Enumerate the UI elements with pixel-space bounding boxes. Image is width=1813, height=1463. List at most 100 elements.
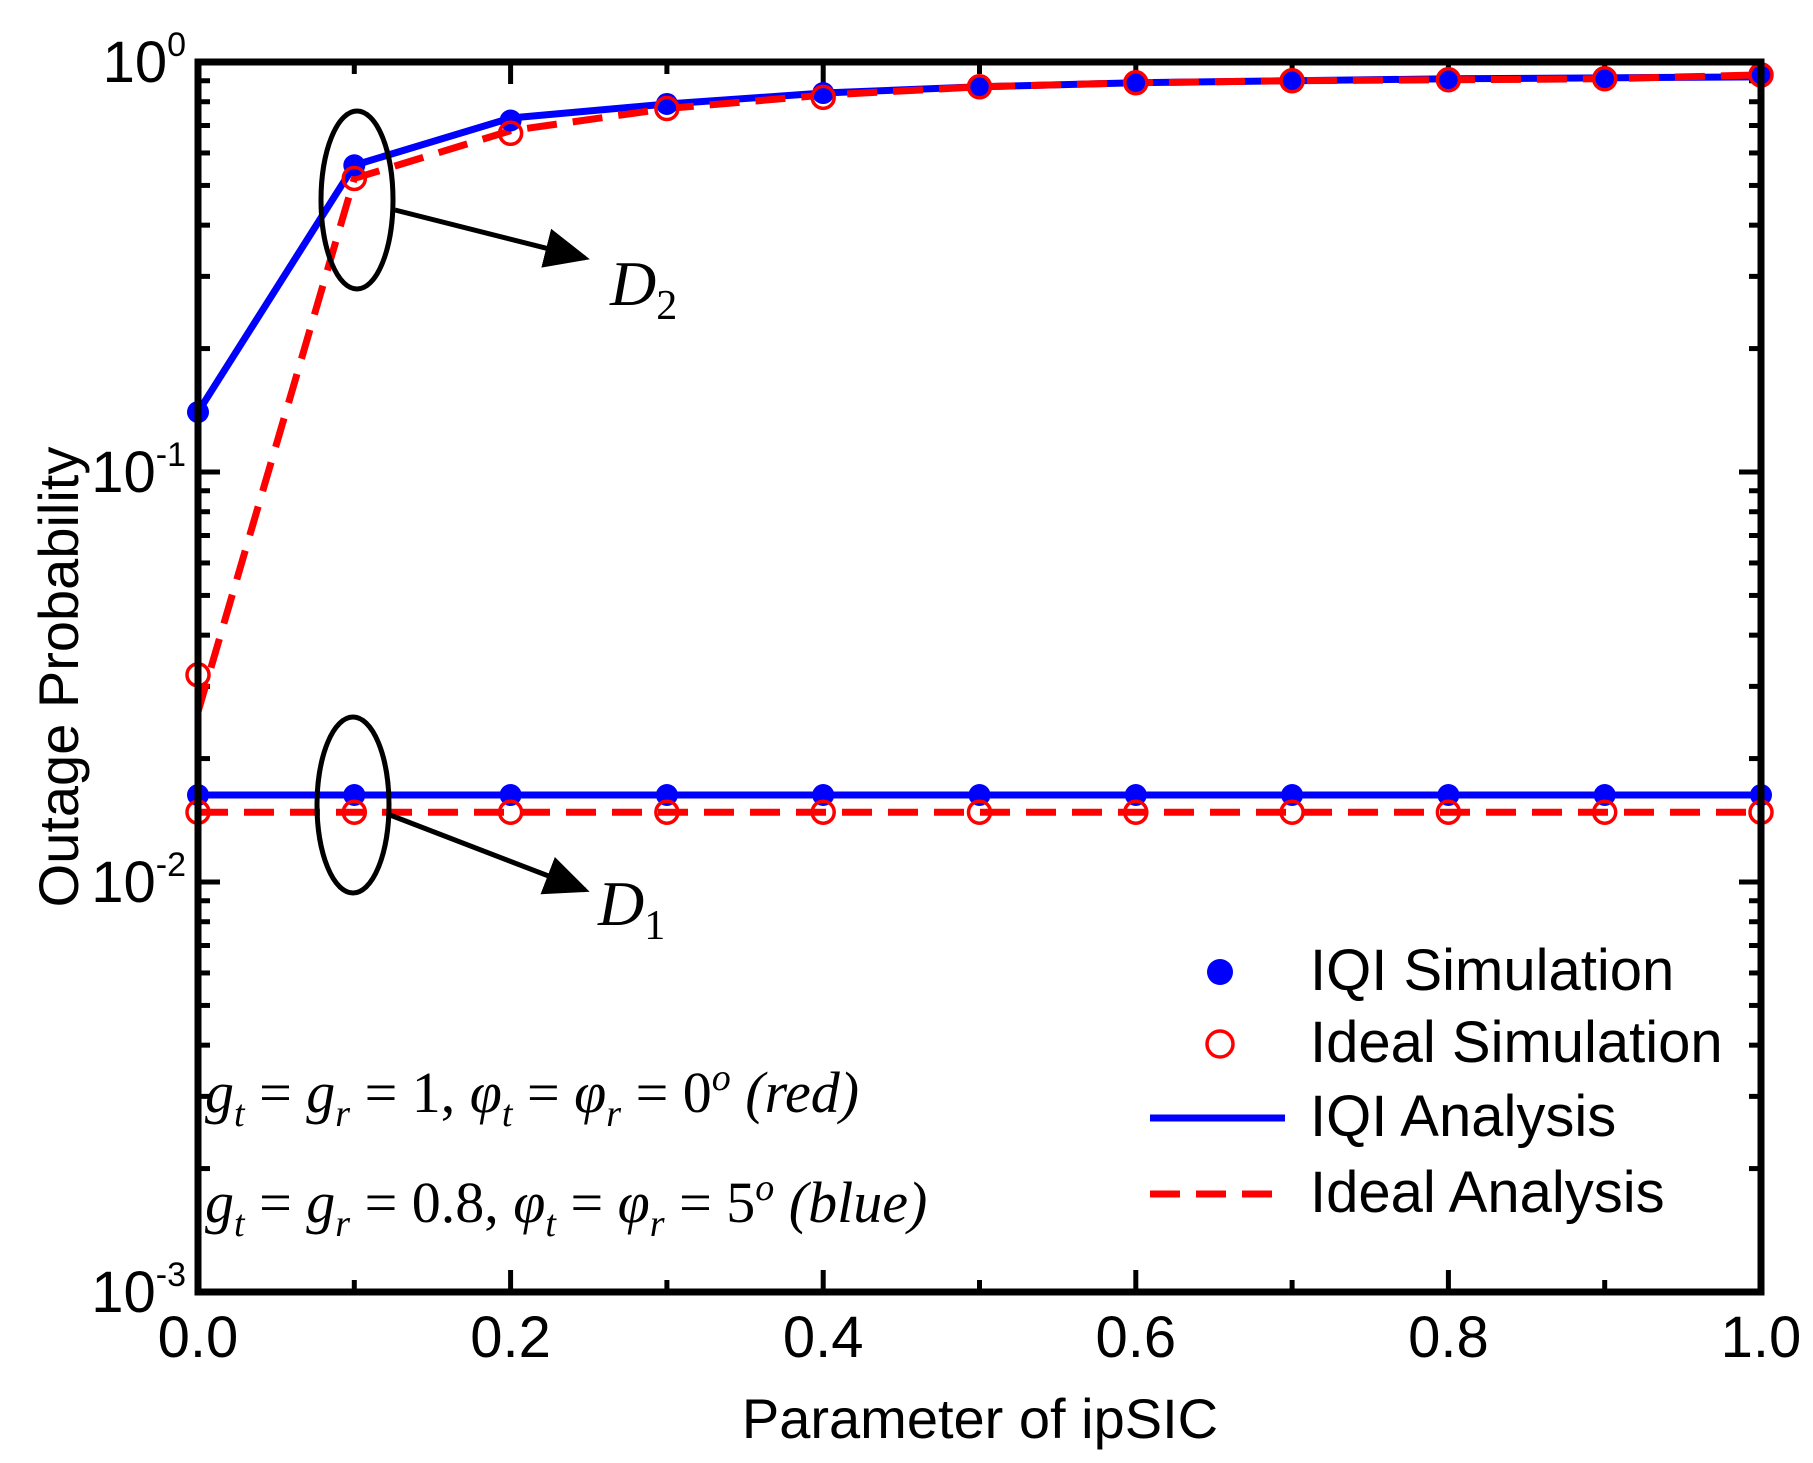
blue-ps1: t <box>545 1203 557 1245</box>
x-tick-label: 0.0 <box>158 1305 239 1370</box>
y-tick-exponent: 0 <box>167 26 186 64</box>
point-iqi-simulation <box>343 784 366 807</box>
x-tick-label: 0.8 <box>1408 1305 1489 1370</box>
legend-marker-iqi-simulation <box>1207 959 1233 985</box>
annotation-label-d2: D2 <box>609 248 677 329</box>
point-ideal-simulation <box>966 799 993 825</box>
annotation-ellipse-d2 <box>318 108 396 292</box>
x-tick-label: 0.4 <box>783 1305 864 1370</box>
point-ideal-simulation <box>810 84 836 111</box>
point-ideal-simulation <box>341 799 368 825</box>
red-ps1: t <box>502 1093 514 1135</box>
red-ps2: r <box>606 1093 621 1135</box>
annotation-label-d1: D1 <box>597 868 665 949</box>
blue-tag: (blue) <box>789 1170 928 1235</box>
y-axis-title: Outage Probability <box>27 447 90 908</box>
red-sup: o <box>712 1057 731 1099</box>
point-iqi-simulation <box>812 784 835 807</box>
point-iqi-simulation <box>968 784 991 807</box>
y-tick-exponent: -1 <box>156 436 186 474</box>
red-tag: (red) <box>745 1060 859 1125</box>
legend-label: Ideal Analysis <box>1310 1160 1665 1225</box>
blue-g2: g <box>306 1170 335 1235</box>
point-iqi-simulation <box>1593 784 1616 807</box>
annotation-arrow-d2 <box>394 207 590 268</box>
annotation-d1-sub: 1 <box>644 903 665 949</box>
series-line-ideal-analysis <box>194 71 1762 713</box>
blue-p1: φ <box>513 1170 545 1235</box>
red-val1: 1 <box>412 1060 441 1125</box>
y-tick-base: 10 <box>91 1260 156 1325</box>
y-tick-exponent: -3 <box>156 1256 186 1294</box>
plot-frame <box>194 58 1765 1296</box>
param-note-red: gt = gr = 1, φt = φr = 0o (red) <box>205 1057 859 1135</box>
red-g2: g <box>306 1060 335 1125</box>
point-iqi-simulation <box>655 784 678 807</box>
y-tick-exponent: -2 <box>156 846 186 884</box>
point-ideal-simulation <box>654 95 680 122</box>
blue-s1: t <box>234 1203 246 1245</box>
blue-val1: 0.8 <box>412 1170 485 1235</box>
red-s1: t <box>234 1093 246 1135</box>
point-iqi-simulation <box>1124 71 1147 94</box>
legend-label: IQI Simulation <box>1310 938 1674 1003</box>
point-ideal-simulation <box>1435 799 1462 825</box>
point-iqi-simulation <box>968 75 991 98</box>
legend-label: Ideal Simulation <box>1310 1010 1723 1075</box>
y-tick-label: 100 <box>103 26 186 95</box>
blue-deg: 5 <box>726 1170 755 1235</box>
red-s2: r <box>335 1093 350 1135</box>
point-ideal-simulation <box>1591 799 1618 825</box>
point-ideal-simulation <box>1279 68 1305 94</box>
red-g1: g <box>205 1060 234 1125</box>
y-tick-base: 10 <box>91 850 156 915</box>
point-ideal-simulation <box>341 165 368 192</box>
blue-p2: φ <box>618 1170 650 1235</box>
blue-ps2: r <box>650 1203 665 1245</box>
point-iqi-simulation <box>1124 784 1147 807</box>
point-ideal-simulation <box>1591 66 1618 92</box>
point-ideal-simulation <box>654 799 680 825</box>
blue-g1: g <box>205 1170 234 1235</box>
param-note-blue: gt = gr = 0.8, φt = φr = 5o (blue) <box>205 1167 927 1245</box>
x-tick-label: 0.2 <box>470 1305 551 1370</box>
legend: IQI Simulation Ideal Simulation IQI Analys… <box>1150 938 1723 1225</box>
red-p2: φ <box>574 1060 606 1125</box>
annotation-d2-base: D <box>609 248 656 319</box>
point-ideal-simulation <box>1123 70 1149 96</box>
x-tick-label: 1.0 <box>1721 1305 1802 1370</box>
point-ideal-simulation <box>1435 67 1462 93</box>
point-iqi-simulation <box>1281 784 1304 807</box>
point-iqi-simulation <box>1437 784 1460 807</box>
blue-s2: r <box>335 1203 350 1245</box>
blue-sup: o <box>755 1167 774 1209</box>
annotation-ellipse-d1 <box>314 714 392 896</box>
point-ideal-simulation <box>497 120 524 147</box>
red-deg: 0 <box>683 1060 712 1125</box>
legend-label: IQI Analysis <box>1310 1084 1616 1149</box>
point-ideal-simulation <box>966 74 993 100</box>
annotation-arrow-d1 <box>389 812 590 895</box>
y-tick-label: 10-2 <box>91 846 186 915</box>
point-ideal-simulation <box>1279 799 1305 825</box>
point-iqi-simulation <box>1593 66 1616 89</box>
legend-marker-ideal-simulation <box>1205 1029 1235 1059</box>
y-tick-base: 10 <box>91 440 156 505</box>
red-p1: φ <box>470 1060 502 1125</box>
y-tick-base: 10 <box>103 30 168 95</box>
point-iqi-simulation <box>499 784 522 807</box>
point-ideal-simulation <box>497 799 524 825</box>
point-ideal-simulation <box>810 799 836 825</box>
x-axis-title: Parameter of ipSIC <box>742 1387 1218 1450</box>
annotation-d2-sub: 2 <box>656 283 677 329</box>
x-tick-label: 0.6 <box>1095 1305 1176 1370</box>
y-tick-label: 10-3 <box>91 1256 186 1325</box>
annotation-d1-base: D <box>597 868 644 939</box>
point-iqi-simulation <box>1437 67 1460 90</box>
point-iqi-simulation <box>499 109 522 132</box>
point-iqi-simulation <box>1281 69 1304 92</box>
point-ideal-simulation <box>1123 799 1149 825</box>
series-line-iqi-analysis <box>195 73 1762 414</box>
